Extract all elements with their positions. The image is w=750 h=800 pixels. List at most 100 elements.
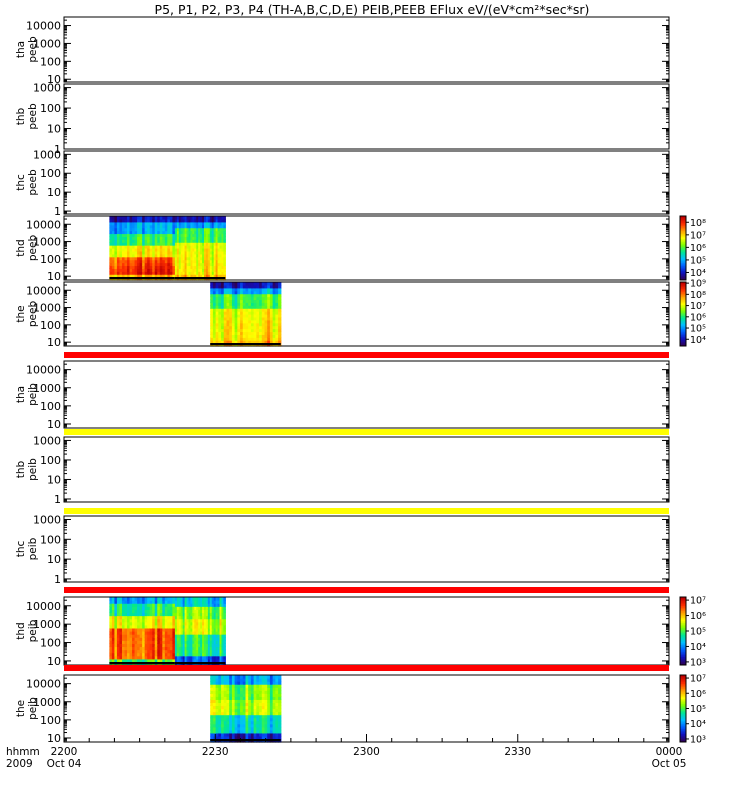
spectrogram-cell [269, 284, 274, 289]
spectrogram-cell [229, 678, 233, 682]
spectrogram-cell [202, 259, 205, 264]
spectrogram-cell [178, 256, 182, 261]
spectrogram-cell [176, 618, 180, 623]
spectrogram-cell [248, 729, 252, 734]
spectrogram-cell [180, 612, 184, 617]
spectrogram-cell [186, 631, 190, 635]
spectrogram-cell [139, 640, 143, 644]
spectrogram-cell [219, 612, 223, 617]
spectrogram-cell [256, 687, 260, 691]
spectrogram-cell [240, 311, 244, 315]
spectrogram-cell [219, 634, 223, 638]
spectrogram-cell [176, 597, 180, 601]
spectrogram-cell [147, 227, 151, 232]
spectrogram-cell [237, 699, 241, 704]
spectrogram-cell [250, 287, 255, 292]
spectrogram-cell [231, 729, 236, 734]
spectrogram-cell [267, 290, 271, 295]
spectrogram-cell [192, 649, 195, 654]
spectrogram-cell [164, 227, 168, 232]
spectrogram-cell [116, 253, 121, 258]
spectrogram-cell [211, 624, 215, 629]
spectrogram-cell [221, 239, 224, 243]
spectrogram-cell [152, 612, 156, 617]
spectrogram-cell [149, 603, 153, 607]
spectrogram-cell [114, 248, 118, 252]
spectrogram-cell [139, 600, 143, 604]
spectrogram-cell [198, 227, 201, 232]
spectrogram-cell [152, 646, 156, 651]
spectrogram-cell [275, 311, 279, 315]
spectrogram-cell [147, 250, 151, 255]
spectrogram-cell [217, 621, 221, 626]
spectrogram-cell [164, 262, 168, 267]
spectrogram-cell [198, 621, 201, 626]
spectrogram-cell [167, 631, 171, 635]
spectrogram-cell [212, 705, 217, 710]
spectrogram-cell [124, 268, 128, 272]
spectrogram-cell [194, 634, 197, 638]
spectrogram-cell [256, 331, 260, 335]
spectrogram-cell [111, 274, 116, 278]
spectrogram-cell [147, 618, 151, 623]
spectrogram-cell [119, 634, 123, 638]
spectrogram-cell [159, 256, 163, 261]
spectrogram-cell [129, 640, 133, 644]
spectrogram-cell [212, 720, 217, 725]
spectrogram-cell [259, 690, 263, 694]
spectrogram-cell [180, 637, 184, 641]
spectrogram-cell [278, 296, 282, 301]
spectrogram-cell [169, 274, 173, 278]
spectrogram-cell [242, 305, 247, 309]
spectrogram-cell [119, 627, 123, 632]
spectrogram-cell [202, 253, 205, 258]
spectrogram-cell [221, 702, 225, 707]
x-tick-label: 2300 [353, 746, 380, 758]
spectrogram-cell [184, 658, 188, 663]
spectrogram-cell [196, 271, 199, 275]
spectrogram-cell [180, 221, 184, 226]
spectrogram-cell [159, 646, 163, 651]
spectrogram-cell [204, 615, 207, 620]
spectrogram-cell [223, 311, 228, 315]
spectrogram-cell [202, 274, 205, 278]
spectrogram-cell [144, 655, 148, 660]
spectrogram-cell [172, 655, 176, 660]
spectrogram-cell [157, 658, 161, 663]
spectrogram-cell [215, 678, 219, 682]
spectrogram-cell [184, 218, 188, 223]
colorbar-cell [680, 328, 686, 331]
x-row-label-year: 2009 [6, 758, 33, 770]
spectrogram-cell [210, 714, 214, 719]
spectrogram-cell [196, 221, 199, 226]
spectrogram-cell [116, 224, 121, 229]
spectrogram-cell [162, 634, 166, 638]
spectrogram-cell [152, 256, 156, 261]
spectrogram-cell [178, 634, 182, 638]
spectrogram-cell [204, 603, 207, 607]
spectrogram-cell [188, 274, 192, 278]
spectrogram-cell [137, 248, 141, 252]
spectrogram-cell [215, 224, 219, 229]
spectrogram-cell [278, 678, 282, 682]
spectrogram-cell [152, 627, 156, 632]
spectrogram-cell [205, 612, 209, 617]
colorbar-cell [680, 738, 686, 741]
spectrogram-cell [154, 274, 158, 278]
spectrogram-cell [219, 259, 223, 264]
spectrogram-cell [154, 230, 158, 235]
spectrogram-cell [119, 615, 123, 620]
spectrogram-cell [242, 690, 247, 694]
spectrogram-cell [114, 637, 118, 641]
spectrogram-cell [132, 624, 136, 629]
spectrogram-cell [111, 640, 116, 644]
spectrogram-cell [144, 250, 148, 255]
spectrogram-cell [162, 274, 166, 278]
spectrogram-cell [207, 274, 211, 278]
spectrogram-cell [149, 227, 153, 232]
spectrogram-cell [196, 218, 199, 223]
spectrogram-cell [248, 322, 252, 327]
spectrogram-cell [205, 655, 209, 660]
spectrogram-cell [169, 265, 173, 269]
spectrogram-cell [162, 265, 166, 269]
